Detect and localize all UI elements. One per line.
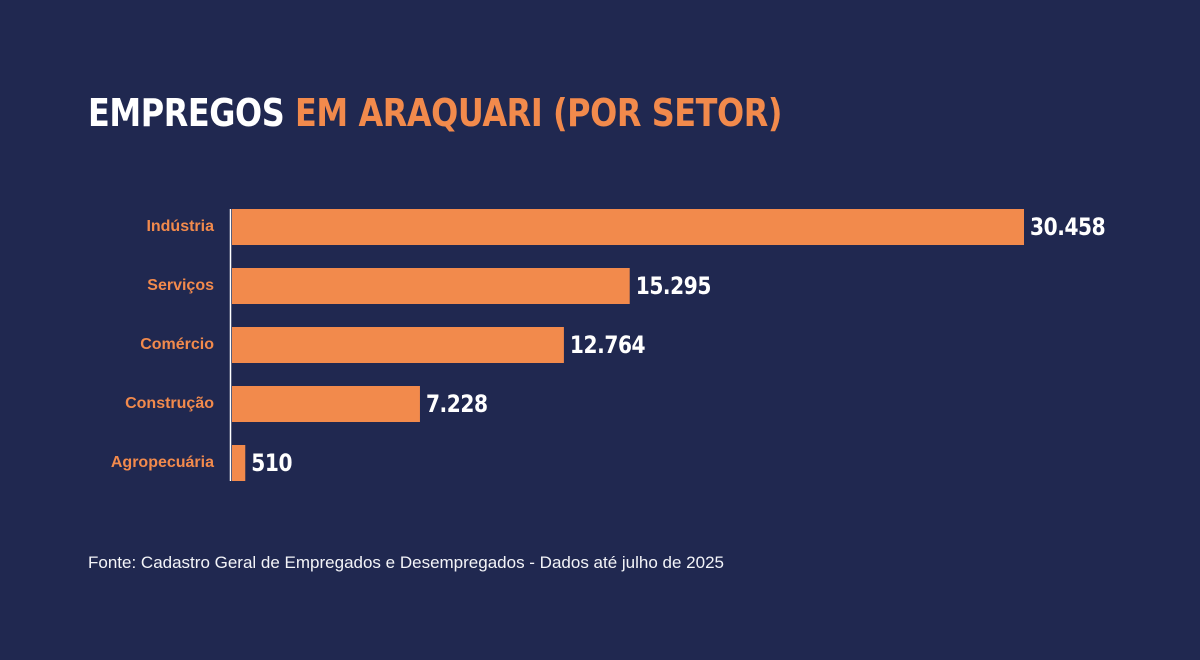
chart-title-part2: EM ARAQUARI (POR SETOR) (295, 91, 783, 135)
bar (232, 386, 420, 422)
category-label: Indústria (146, 218, 214, 235)
bar (232, 209, 1024, 245)
source-note: Fonte: Cadastro Geral de Empregados e De… (88, 553, 724, 572)
category-label: Serviços (147, 277, 214, 294)
category-label: Agropecuária (111, 454, 214, 471)
value-label: 30.458 (1030, 213, 1105, 241)
bar (232, 268, 630, 304)
chart-title: EMPREGOS EM ARAQUARI (POR SETOR) (88, 86, 782, 140)
value-label: 7.228 (426, 390, 488, 418)
category-label: Comércio (140, 336, 214, 353)
value-label: 15.295 (636, 272, 711, 300)
category-label: Construção (125, 395, 214, 412)
bar (232, 327, 564, 363)
value-label: 12.764 (570, 331, 645, 359)
chart-title-part1: EMPREGOS (88, 91, 285, 135)
value-label: 510 (251, 449, 292, 477)
bar (232, 445, 246, 481)
